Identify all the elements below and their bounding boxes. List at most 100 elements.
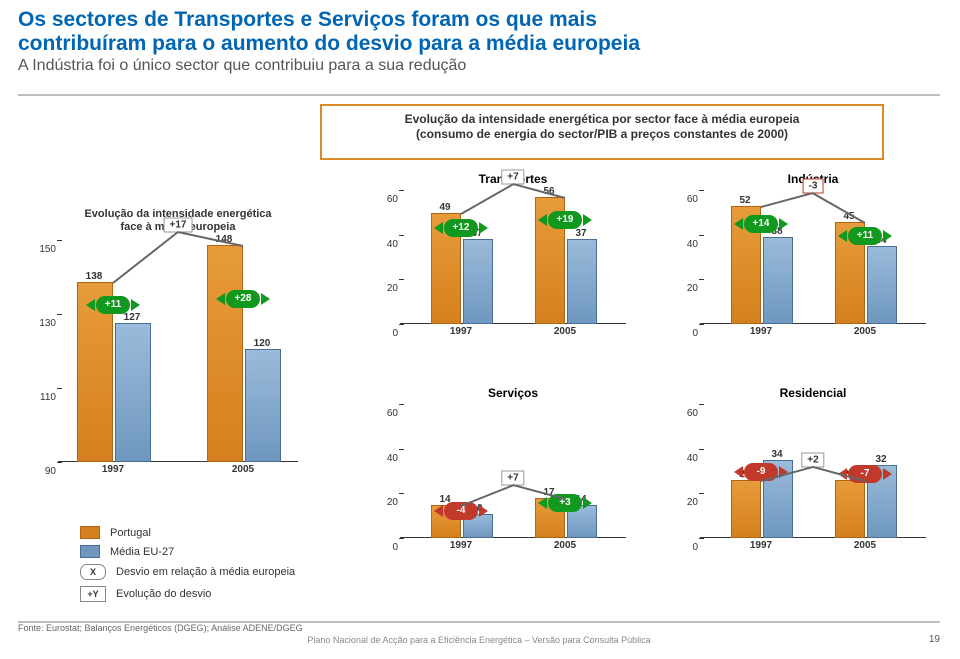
chart-area: Serviços0204060199720051410-41714+3+7 [400, 404, 626, 538]
y-tick: 0 [372, 543, 398, 553]
bar-eu-value: 34 [771, 449, 782, 460]
arrow-right-icon [883, 468, 892, 480]
legend-eu-label: Média EU-27 [110, 546, 174, 558]
evolution-connector [461, 183, 514, 214]
y-tick: 130 [30, 319, 56, 329]
arrow-right-icon [479, 222, 488, 234]
bar-pt-value: 138 [86, 271, 103, 282]
footer: Fonte: Eurostat; Balanços Energéticos (D… [18, 623, 940, 645]
deviation-oval: +19 [548, 211, 582, 229]
arrow-right-icon [261, 293, 270, 305]
y-tick: 0 [672, 543, 698, 553]
bar-eu [115, 323, 151, 462]
evolution-connector [813, 192, 866, 223]
hero-box: Evolução da intensidade energética por s… [320, 104, 884, 160]
x-label: 1997 [450, 540, 472, 551]
y-tick: 20 [372, 498, 398, 508]
arrow-left-icon [216, 293, 225, 305]
y-tick-mark [699, 493, 704, 494]
y-ticks: 0204060 [672, 190, 698, 324]
y-tick: 150 [30, 245, 56, 255]
y-tick-mark [699, 449, 704, 450]
legend-pt: Portugal [80, 526, 330, 539]
y-ticks: 0204060 [372, 404, 398, 538]
legend: Portugal Média EU-27 X Desvio em relação… [80, 520, 330, 608]
bar-pt-value: 49 [439, 202, 450, 213]
arrow-left-icon [734, 466, 743, 478]
y-ticks: 0204060 [672, 404, 698, 538]
big-chart-area: 9011013015019972005138127+11148120+28+17 [58, 240, 298, 462]
y-tick: 20 [372, 284, 398, 294]
swatch-eu [80, 545, 100, 558]
y-ticks: 90110130150 [30, 240, 56, 462]
y-tick-mark [399, 538, 404, 539]
arrow-right-icon [583, 214, 592, 226]
arrow-left-icon [86, 299, 95, 311]
chart-area: Transportes0204060199720054937+125637+19… [400, 190, 626, 324]
evolution-connector [761, 192, 814, 208]
y-tick-mark [699, 404, 704, 405]
hero-text: Evolução da intensidade energética por s… [322, 106, 882, 148]
y-tick-mark [699, 324, 704, 325]
y-tick: 90 [30, 467, 56, 477]
title-line-1: Os sectores de Transportes e Serviços fo… [18, 8, 597, 31]
bar-eu [867, 246, 897, 324]
deviation-oval: +11 [848, 227, 882, 245]
arrow-right-icon [131, 299, 140, 311]
hero-line-1: Evolução da intensidade energética por s… [405, 112, 800, 126]
x-label: 2005 [232, 464, 254, 475]
bar-pt [207, 245, 243, 462]
hero-line-2: (consumo de energia do sector/PIB a preç… [416, 127, 788, 141]
x-label: 1997 [750, 540, 772, 551]
swatch-pt [80, 526, 100, 539]
arrow-left-icon [734, 218, 743, 230]
x-label: 2005 [554, 540, 576, 551]
y-tick-mark [699, 190, 704, 191]
deviation-oval: +11 [96, 296, 130, 314]
chart-title: Serviços [400, 386, 626, 400]
evolution-connector [112, 232, 178, 285]
y-tick: 20 [672, 498, 698, 508]
legend-pt-label: Portugal [110, 527, 151, 539]
y-tick: 60 [372, 409, 398, 419]
footer-source: Fonte: Eurostat; Balanços Energéticos (D… [18, 623, 940, 633]
bar-pt [731, 480, 761, 538]
y-tick: 0 [672, 329, 698, 339]
y-tick: 40 [372, 240, 398, 250]
y-tick-mark [399, 449, 404, 450]
bar-pt-value: 52 [739, 195, 750, 206]
y-tick-mark [399, 235, 404, 236]
deviation-oval: +28 [226, 290, 260, 308]
legend-eu: Média EU-27 [80, 545, 330, 558]
y-tick-mark [57, 240, 62, 241]
arrow-left-icon [838, 230, 847, 242]
y-tick-mark [699, 235, 704, 236]
arrow-right-icon [883, 230, 892, 242]
y-tick: 40 [672, 454, 698, 464]
x-labels: 19972005 [400, 326, 626, 340]
chart-title: Residencial [700, 386, 926, 400]
x-labels: 1997 2005 [400, 540, 626, 554]
arrow-left-icon [434, 222, 443, 234]
bar-eu-value: 120 [254, 338, 271, 349]
y-tick-mark [399, 404, 404, 405]
x-labels: 19972005 [58, 464, 298, 478]
y-tick-mark [399, 493, 404, 494]
y-tick: 110 [30, 393, 56, 403]
y-tick: 60 [372, 195, 398, 205]
y-tick: 40 [672, 240, 698, 250]
chart-area: Indústria0204060199720055238+144534+11-3 [700, 190, 926, 324]
y-tick-mark [399, 190, 404, 191]
chart-area: Residencial0204060199720052534-92532-7+2 [700, 404, 926, 538]
chart-residencial: Residencial0204060199720052534-92532-7+2 [700, 404, 926, 538]
legend-evo: +Y Evolução do desvio [80, 586, 330, 602]
deviation-oval: +12 [444, 219, 478, 237]
y-tick-mark [57, 388, 62, 389]
arrow-right-icon [779, 218, 788, 230]
page-number: 19 [929, 634, 940, 645]
arrow-left-icon [538, 214, 547, 226]
bar-eu [245, 349, 281, 462]
page-subtitle: A Indústria foi o único sector que contr… [18, 57, 940, 75]
arrow-left-icon [538, 497, 547, 509]
y-tick: 20 [672, 284, 698, 294]
